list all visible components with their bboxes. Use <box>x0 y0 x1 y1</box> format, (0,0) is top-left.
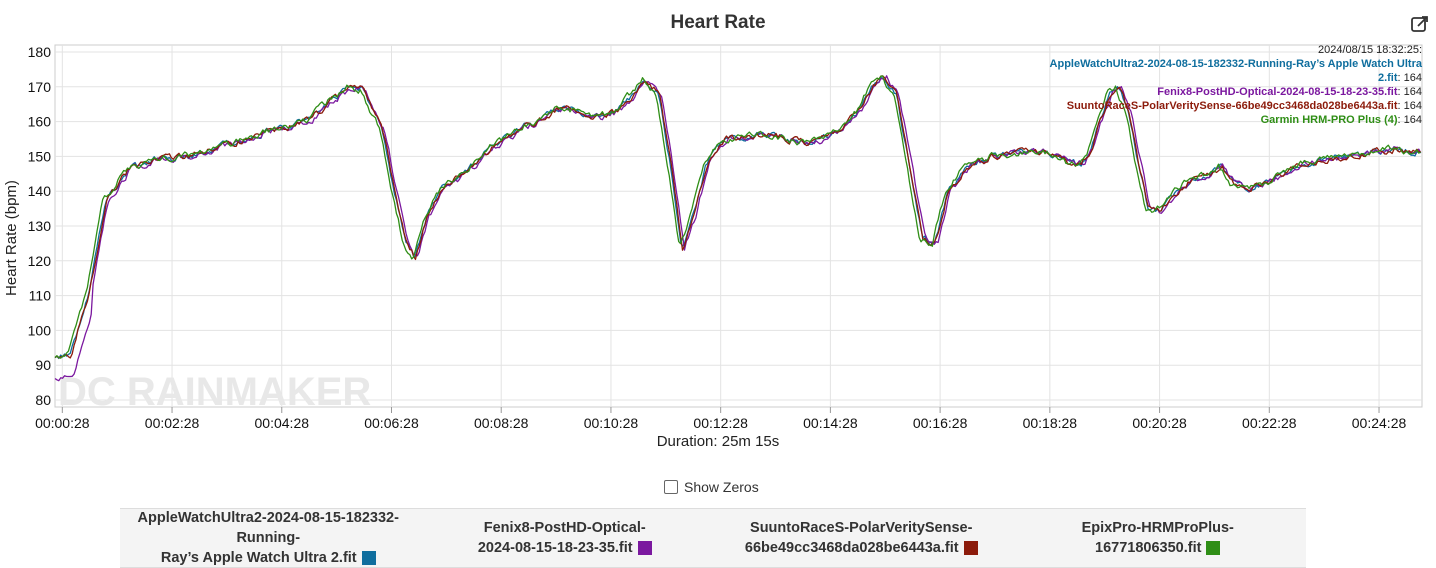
tooltip-series-name: AppleWatchUltra2-2024-08-15-182332-Runni… <box>1049 58 1422 70</box>
y-tick-label: 130 <box>28 218 52 234</box>
tooltip-value: : 164 <box>1397 100 1422 112</box>
x-tick-label: 00:08:28 <box>474 415 529 431</box>
y-tick-label: 140 <box>28 183 52 199</box>
legend-label-line1: SuuntoRaceS-PolarVeritySense- <box>750 520 973 536</box>
tooltip-series-name-cont: 2.fit <box>1377 72 1398 84</box>
y-tick-label: 160 <box>28 114 52 130</box>
x-tick-label: 00:24:28 <box>1352 415 1407 431</box>
x-tick-label: 00:02:28 <box>145 415 200 431</box>
legend-label-line1: Fenix8-PostHD-Optical- <box>483 520 646 536</box>
tooltip-value: : 164 <box>1397 114 1422 126</box>
tooltip-value: : 164 <box>1397 72 1422 84</box>
legend-label-line1: EpixPro-HRMProPlus- <box>1081 520 1234 536</box>
x-tick-label: 00:14:28 <box>803 415 858 431</box>
legend-label-line2: 66be49cc3468da028be6443a.fit <box>744 540 959 556</box>
legend-item[interactable]: SuuntoRaceS-PolarVeritySense- 66be49cc346… <box>713 509 1010 567</box>
y-tick-label: 120 <box>28 253 52 269</box>
legend-swatch <box>963 541 978 556</box>
tooltip-row: AppleWatchUltra2-2024-08-15-182332-Runni… <box>1050 57 1422 85</box>
tooltip-series-name: Garmin HRM-PRO Plus (4) <box>1260 114 1398 126</box>
y-axis-title: Heart Rate (bpm) <box>3 180 20 296</box>
heart-rate-plot: DC RAINMAKER 80 90 100 110 120 130 140 150 160 17… <box>3 44 1423 450</box>
x-axis: 00:00:28 00:02:28 00:04:28 00:06:28 00:08:28… <box>35 407 1406 431</box>
x-tick-label: 00:22:28 <box>1242 415 1297 431</box>
tooltip-time: 2024/08/15 18:32:25: <box>1318 44 1422 56</box>
hover-tooltip: 2024/08/15 18:32:25: AppleWatchUltra2-20… <box>1050 43 1422 127</box>
legend-label-line2: 2024-08-15-18-23-35.fit <box>477 540 633 556</box>
tooltip-series-name: SuuntoRaceS-PolarVeritySense-66be49cc346… <box>1066 100 1398 112</box>
legend-item[interactable]: EpixPro-HRMProPlus- 16771806350.fit <box>1010 509 1307 567</box>
legend: AppleWatchUltra2-2024-08-15-182332-Runni… <box>120 508 1306 568</box>
export-icon[interactable] <box>1410 14 1430 34</box>
legend-item[interactable]: Fenix8-PostHD-Optical- 2024-08-15-18-23-3… <box>417 509 714 567</box>
grid <box>54 44 1423 408</box>
watermark: DC RAINMAKER <box>58 370 371 414</box>
legend-swatch <box>637 541 652 556</box>
legend-label-line2: Ray’s Apple Watch Ultra 2.fit <box>160 550 357 566</box>
tooltip-value: : 164 <box>1397 86 1422 98</box>
tooltip-series-name: Fenix8-PostHD-Optical-2024-08-15-18-23-3… <box>1157 86 1398 98</box>
x-axis-title: Duration: 25m 15s <box>657 433 780 450</box>
y-tick-label: 150 <box>28 148 52 164</box>
y-tick-label: 110 <box>29 288 52 304</box>
x-tick-label: 00:00:28 <box>35 415 90 431</box>
x-tick-label: 00:12:28 <box>693 415 748 431</box>
legend-item[interactable]: AppleWatchUltra2-2024-08-15-182332-Runni… <box>120 509 417 567</box>
show-zeros-checkbox[interactable] <box>664 480 678 494</box>
y-tick-label: 170 <box>28 79 52 95</box>
tooltip-row: Garmin HRM-PRO Plus (4): 164 <box>1050 113 1422 127</box>
x-tick-label: 00:04:28 <box>255 415 310 431</box>
tooltip-row: SuuntoRaceS-PolarVeritySense-66be49cc346… <box>1050 99 1422 113</box>
legend-swatch <box>361 551 376 566</box>
series-group <box>54 75 1422 382</box>
chart-title: Heart Rate <box>670 12 766 33</box>
x-tick-label: 00:18:28 <box>1023 415 1078 431</box>
series-line-4 <box>54 75 1421 359</box>
x-tick-label: 00:20:28 <box>1132 415 1187 431</box>
y-tick-label: 90 <box>35 357 51 373</box>
show-zeros-toggle[interactable]: Show Zeros <box>664 479 759 495</box>
x-tick-label: 00:16:28 <box>913 415 968 431</box>
y-tick-label: 180 <box>28 44 52 60</box>
y-axis: 80 90 100 110 120 130 140 150 160 170 180 <box>28 44 52 408</box>
y-tick-label: 80 <box>35 392 51 408</box>
show-zeros-label: Show Zeros <box>684 479 759 495</box>
legend-label-line2: 16771806350.fit <box>1095 540 1202 556</box>
tooltip-row: Fenix8-PostHD-Optical-2024-08-15-18-23-3… <box>1050 85 1422 99</box>
x-tick-label: 00:06:28 <box>364 415 419 431</box>
x-tick-label: 00:10:28 <box>584 415 639 431</box>
legend-swatch <box>1206 541 1221 556</box>
legend-label-line1: AppleWatchUltra2-2024-08-15-182332-Runni… <box>137 510 399 546</box>
y-tick-label: 100 <box>28 322 52 338</box>
